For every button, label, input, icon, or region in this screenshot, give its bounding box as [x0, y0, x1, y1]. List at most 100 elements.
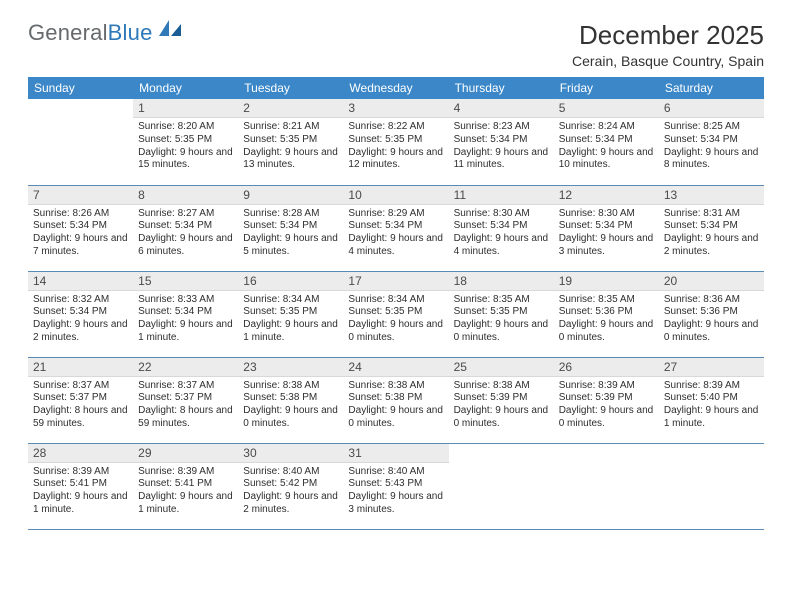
day-number: 16	[238, 272, 343, 291]
brand-part1: General	[28, 20, 108, 46]
calendar-cell: 25Sunrise: 8:38 AM Sunset: 5:39 PM Dayli…	[449, 357, 554, 443]
day-number: 24	[343, 358, 448, 377]
calendar-cell: 11Sunrise: 8:30 AM Sunset: 5:34 PM Dayli…	[449, 185, 554, 271]
day-number: 27	[659, 358, 764, 377]
calendar-cell: 30Sunrise: 8:40 AM Sunset: 5:42 PM Dayli…	[238, 443, 343, 529]
dow-monday: Monday	[133, 77, 238, 99]
day-number: 28	[28, 444, 133, 463]
day-number: 7	[28, 186, 133, 205]
calendar-cell: 8Sunrise: 8:27 AM Sunset: 5:34 PM Daylig…	[133, 185, 238, 271]
calendar-cell	[449, 443, 554, 529]
day-details	[449, 448, 554, 453]
day-number: 26	[554, 358, 659, 377]
calendar-cell	[659, 443, 764, 529]
location-text: Cerain, Basque Country, Spain	[572, 53, 764, 69]
day-number: 2	[238, 99, 343, 118]
calendar-cell: 6Sunrise: 8:25 AM Sunset: 5:34 PM Daylig…	[659, 99, 764, 185]
day-details	[554, 448, 659, 453]
day-number: 15	[133, 272, 238, 291]
dow-saturday: Saturday	[659, 77, 764, 99]
day-number: 17	[343, 272, 448, 291]
calendar-week-row: 1Sunrise: 8:20 AM Sunset: 5:35 PM Daylig…	[28, 99, 764, 185]
calendar-cell: 15Sunrise: 8:33 AM Sunset: 5:34 PM Dayli…	[133, 271, 238, 357]
calendar-cell: 5Sunrise: 8:24 AM Sunset: 5:34 PM Daylig…	[554, 99, 659, 185]
day-number: 4	[449, 99, 554, 118]
calendar-table: Sunday Monday Tuesday Wednesday Thursday…	[28, 77, 764, 530]
day-number: 25	[449, 358, 554, 377]
day-details: Sunrise: 8:37 AM Sunset: 5:37 PM Dayligh…	[28, 377, 133, 433]
dow-friday: Friday	[554, 77, 659, 99]
calendar-cell: 9Sunrise: 8:28 AM Sunset: 5:34 PM Daylig…	[238, 185, 343, 271]
calendar-cell: 10Sunrise: 8:29 AM Sunset: 5:34 PM Dayli…	[343, 185, 448, 271]
day-number: 12	[554, 186, 659, 205]
calendar-cell: 29Sunrise: 8:39 AM Sunset: 5:41 PM Dayli…	[133, 443, 238, 529]
calendar-cell: 2Sunrise: 8:21 AM Sunset: 5:35 PM Daylig…	[238, 99, 343, 185]
day-number: 20	[659, 272, 764, 291]
calendar-cell: 20Sunrise: 8:36 AM Sunset: 5:36 PM Dayli…	[659, 271, 764, 357]
dow-wednesday: Wednesday	[343, 77, 448, 99]
calendar-cell: 26Sunrise: 8:39 AM Sunset: 5:39 PM Dayli…	[554, 357, 659, 443]
day-details: Sunrise: 8:38 AM Sunset: 5:38 PM Dayligh…	[238, 377, 343, 433]
day-details: Sunrise: 8:24 AM Sunset: 5:34 PM Dayligh…	[554, 118, 659, 174]
day-number: 21	[28, 358, 133, 377]
day-details: Sunrise: 8:32 AM Sunset: 5:34 PM Dayligh…	[28, 291, 133, 347]
day-number: 29	[133, 444, 238, 463]
calendar-cell: 1Sunrise: 8:20 AM Sunset: 5:35 PM Daylig…	[133, 99, 238, 185]
calendar-cell: 18Sunrise: 8:35 AM Sunset: 5:35 PM Dayli…	[449, 271, 554, 357]
day-details: Sunrise: 8:27 AM Sunset: 5:34 PM Dayligh…	[133, 205, 238, 261]
calendar-week-row: 28Sunrise: 8:39 AM Sunset: 5:41 PM Dayli…	[28, 443, 764, 529]
calendar-cell: 17Sunrise: 8:34 AM Sunset: 5:35 PM Dayli…	[343, 271, 448, 357]
calendar-cell: 19Sunrise: 8:35 AM Sunset: 5:36 PM Dayli…	[554, 271, 659, 357]
day-details: Sunrise: 8:35 AM Sunset: 5:36 PM Dayligh…	[554, 291, 659, 347]
day-details: Sunrise: 8:37 AM Sunset: 5:37 PM Dayligh…	[133, 377, 238, 433]
day-details: Sunrise: 8:39 AM Sunset: 5:41 PM Dayligh…	[28, 463, 133, 519]
day-details: Sunrise: 8:29 AM Sunset: 5:34 PM Dayligh…	[343, 205, 448, 261]
calendar-cell: 21Sunrise: 8:37 AM Sunset: 5:37 PM Dayli…	[28, 357, 133, 443]
day-details: Sunrise: 8:26 AM Sunset: 5:34 PM Dayligh…	[28, 205, 133, 261]
day-details: Sunrise: 8:33 AM Sunset: 5:34 PM Dayligh…	[133, 291, 238, 347]
day-details: Sunrise: 8:36 AM Sunset: 5:36 PM Dayligh…	[659, 291, 764, 347]
day-number: 8	[133, 186, 238, 205]
day-details: Sunrise: 8:28 AM Sunset: 5:34 PM Dayligh…	[238, 205, 343, 261]
calendar-cell: 22Sunrise: 8:37 AM Sunset: 5:37 PM Dayli…	[133, 357, 238, 443]
calendar-cell	[554, 443, 659, 529]
day-number: 19	[554, 272, 659, 291]
calendar-cell: 24Sunrise: 8:38 AM Sunset: 5:38 PM Dayli…	[343, 357, 448, 443]
calendar-cell: 4Sunrise: 8:23 AM Sunset: 5:34 PM Daylig…	[449, 99, 554, 185]
day-details: Sunrise: 8:40 AM Sunset: 5:42 PM Dayligh…	[238, 463, 343, 519]
day-details: Sunrise: 8:22 AM Sunset: 5:35 PM Dayligh…	[343, 118, 448, 174]
day-details: Sunrise: 8:25 AM Sunset: 5:34 PM Dayligh…	[659, 118, 764, 174]
day-details: Sunrise: 8:20 AM Sunset: 5:35 PM Dayligh…	[133, 118, 238, 174]
day-details: Sunrise: 8:39 AM Sunset: 5:41 PM Dayligh…	[133, 463, 238, 519]
day-details: Sunrise: 8:30 AM Sunset: 5:34 PM Dayligh…	[554, 205, 659, 261]
day-number: 3	[343, 99, 448, 118]
brand-part2: Blue	[108, 20, 153, 46]
calendar-cell: 28Sunrise: 8:39 AM Sunset: 5:41 PM Dayli…	[28, 443, 133, 529]
day-details: Sunrise: 8:38 AM Sunset: 5:38 PM Dayligh…	[343, 377, 448, 433]
day-number: 6	[659, 99, 764, 118]
calendar-cell: 13Sunrise: 8:31 AM Sunset: 5:34 PM Dayli…	[659, 185, 764, 271]
day-details: Sunrise: 8:40 AM Sunset: 5:43 PM Dayligh…	[343, 463, 448, 519]
day-details: Sunrise: 8:39 AM Sunset: 5:40 PM Dayligh…	[659, 377, 764, 433]
day-details: Sunrise: 8:34 AM Sunset: 5:35 PM Dayligh…	[238, 291, 343, 347]
calendar-cell: 31Sunrise: 8:40 AM Sunset: 5:43 PM Dayli…	[343, 443, 448, 529]
header: GeneralBlue December 2025 Cerain, Basque…	[28, 20, 764, 69]
calendar-week-row: 7Sunrise: 8:26 AM Sunset: 5:34 PM Daylig…	[28, 185, 764, 271]
calendar-cell: 27Sunrise: 8:39 AM Sunset: 5:40 PM Dayli…	[659, 357, 764, 443]
calendar-cell: 23Sunrise: 8:38 AM Sunset: 5:38 PM Dayli…	[238, 357, 343, 443]
day-details: Sunrise: 8:39 AM Sunset: 5:39 PM Dayligh…	[554, 377, 659, 433]
day-number: 5	[554, 99, 659, 118]
day-number: 31	[343, 444, 448, 463]
day-number: 13	[659, 186, 764, 205]
brand-logo: GeneralBlue	[28, 20, 183, 46]
dow-tuesday: Tuesday	[238, 77, 343, 99]
calendar-cell	[28, 99, 133, 185]
day-details	[659, 448, 764, 453]
dow-sunday: Sunday	[28, 77, 133, 99]
calendar-week-row: 14Sunrise: 8:32 AM Sunset: 5:34 PM Dayli…	[28, 271, 764, 357]
logo-sail-icon	[157, 18, 183, 44]
day-number: 14	[28, 272, 133, 291]
day-number: 11	[449, 186, 554, 205]
day-of-week-row: Sunday Monday Tuesday Wednesday Thursday…	[28, 77, 764, 99]
day-details: Sunrise: 8:21 AM Sunset: 5:35 PM Dayligh…	[238, 118, 343, 174]
